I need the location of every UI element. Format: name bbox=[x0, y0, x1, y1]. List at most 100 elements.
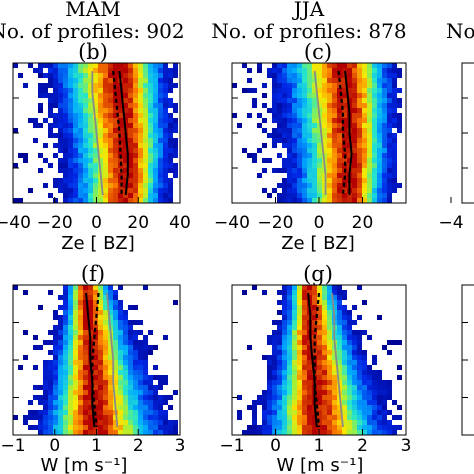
heatmap-cell bbox=[292, 300, 297, 305]
heatmap-cell bbox=[58, 335, 63, 340]
heatmap-cell bbox=[98, 355, 103, 360]
heatmap-cell bbox=[63, 73, 68, 78]
heatmap-cell bbox=[68, 300, 73, 305]
heatmap-cell bbox=[302, 123, 307, 128]
heatmap-cell bbox=[307, 370, 312, 375]
heatmap-cell bbox=[138, 375, 143, 380]
heatmap-cell bbox=[277, 128, 282, 133]
heatmap-cell bbox=[372, 425, 377, 430]
heatmap-cell bbox=[302, 118, 307, 123]
heatmap-cell bbox=[367, 83, 372, 88]
heatmap-cell bbox=[63, 410, 68, 415]
heatmap-cell bbox=[128, 193, 133, 198]
heatmap-cell bbox=[133, 340, 138, 345]
heatmap-cell bbox=[387, 385, 392, 390]
heatmap-cell bbox=[342, 83, 347, 88]
heatmap-cell bbox=[362, 163, 367, 168]
heatmap-cell bbox=[103, 285, 108, 290]
heatmap-cell bbox=[367, 395, 372, 400]
x-tick-label: 20 bbox=[352, 213, 374, 233]
heatmap-cell bbox=[83, 113, 88, 118]
heatmap-cell bbox=[362, 93, 367, 98]
heatmap-cell bbox=[98, 198, 103, 203]
heatmap-cell bbox=[113, 390, 118, 395]
heatmap-cell bbox=[53, 355, 58, 360]
heatmap-cell bbox=[387, 123, 392, 128]
heatmap-cell bbox=[98, 193, 103, 198]
heatmap-cell bbox=[98, 365, 103, 370]
heatmap-cell bbox=[352, 375, 357, 380]
heatmap-cell bbox=[163, 143, 168, 148]
heatmap-cell bbox=[377, 405, 382, 410]
heatmap-cell bbox=[103, 335, 108, 340]
heatmap-cell bbox=[377, 63, 382, 68]
heatmap-cell bbox=[88, 290, 93, 295]
heatmap-cell bbox=[357, 173, 362, 178]
heatmap-cell bbox=[352, 340, 357, 345]
heatmap-cell bbox=[362, 405, 367, 410]
heatmap-cell bbox=[63, 335, 68, 340]
heatmap-cell bbox=[327, 395, 332, 400]
heatmap-cell bbox=[83, 183, 88, 188]
heatmap-cell bbox=[53, 380, 58, 385]
heatmap-cell bbox=[73, 138, 78, 143]
panel-0: −40 −20 0 20 40 bbox=[0, 62, 191, 233]
heatmap-cell bbox=[13, 285, 18, 290]
heatmap-cell bbox=[63, 290, 68, 295]
heatmap-cell bbox=[78, 350, 83, 355]
heatmap-cell bbox=[128, 188, 133, 193]
heatmap-cell bbox=[98, 83, 103, 88]
heatmap-cell bbox=[272, 83, 277, 88]
heatmap-cell bbox=[58, 350, 63, 355]
heatmap-cell bbox=[357, 355, 362, 360]
heatmap-cell bbox=[88, 375, 93, 380]
heatmap-cell bbox=[322, 178, 327, 183]
heatmap-cell bbox=[93, 133, 98, 138]
heatmap-cell bbox=[68, 63, 73, 68]
heatmap-cell bbox=[277, 168, 282, 173]
panel-plot-area bbox=[13, 63, 178, 203]
heatmap-cell bbox=[43, 93, 48, 98]
heatmap-cell bbox=[387, 143, 392, 148]
heatmap-cell bbox=[98, 93, 103, 98]
heatmap-cell bbox=[113, 108, 118, 113]
heatmap-cell bbox=[292, 330, 297, 335]
heatmap-cell bbox=[312, 93, 317, 98]
heatmap-cell bbox=[148, 128, 153, 133]
heatmap-cell bbox=[327, 390, 332, 395]
heatmap-cell bbox=[133, 183, 138, 188]
heatmap-cell bbox=[168, 98, 173, 103]
heatmap-cell bbox=[88, 300, 93, 305]
heatmap-cell bbox=[362, 88, 367, 93]
heatmap-cell bbox=[48, 365, 53, 370]
heatmap-cell bbox=[88, 305, 93, 310]
heatmap-cell bbox=[68, 365, 73, 370]
heatmap-cell bbox=[153, 183, 158, 188]
heatmap-cell bbox=[322, 405, 327, 410]
heatmap-cell bbox=[327, 360, 332, 365]
heatmap-cell bbox=[277, 310, 282, 315]
heatmap-cell bbox=[272, 168, 277, 173]
heatmap-cell bbox=[272, 380, 277, 385]
heatmap-cell bbox=[173, 108, 178, 113]
heatmap-cell bbox=[287, 163, 292, 168]
heatmap-cell bbox=[307, 400, 312, 405]
heatmap-cell bbox=[317, 93, 322, 98]
heatmap-cell bbox=[302, 183, 307, 188]
heatmap-cell bbox=[317, 193, 322, 198]
heatmap-cell bbox=[173, 83, 178, 88]
heatmap-cell bbox=[282, 198, 287, 203]
heatmap-cell bbox=[88, 123, 93, 128]
heatmap-cell bbox=[128, 163, 133, 168]
heatmap-cell bbox=[302, 143, 307, 148]
heatmap-cell bbox=[63, 420, 68, 425]
heatmap-cell bbox=[68, 143, 73, 148]
heatmap-cell bbox=[322, 365, 327, 370]
heatmap-cell bbox=[312, 133, 317, 138]
heatmap-cell bbox=[68, 310, 73, 315]
heatmap-cell bbox=[58, 295, 63, 300]
heatmap-cell bbox=[128, 425, 133, 430]
heatmap-cell bbox=[133, 198, 138, 203]
heatmap-cell bbox=[367, 400, 372, 405]
heatmap-cell bbox=[377, 138, 382, 143]
